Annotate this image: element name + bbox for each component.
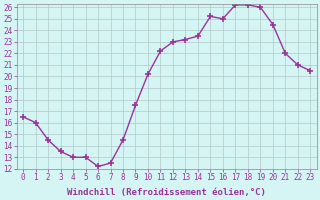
X-axis label: Windchill (Refroidissement éolien,°C): Windchill (Refroidissement éolien,°C): [67, 188, 266, 197]
